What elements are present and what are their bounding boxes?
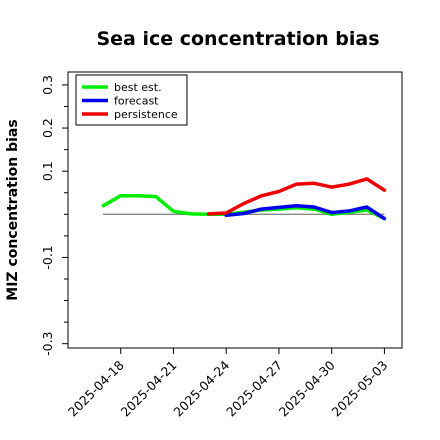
y-tick-label: 0.3	[40, 75, 55, 95]
y-axis: -0.3 -0.1 0.1 0.2 0.3	[40, 75, 68, 356]
series-lines	[101, 177, 387, 221]
y-tick-label: -0.3	[40, 331, 55, 355]
series-line-persistence	[206, 177, 387, 216]
legend-label: best est.	[114, 81, 162, 94]
y-axis-label: MIZ concentration bias	[5, 119, 21, 300]
plot-area-frame	[67, 71, 403, 349]
x-axis: 2025-04-182025-04-212025-04-242025-04-27…	[65, 348, 391, 419]
y-tick-label: -0.1	[40, 245, 55, 269]
chart-title: Sea ice concentration bias	[96, 28, 379, 50]
series-line-forecast	[224, 203, 387, 221]
legend-label: persistence	[114, 108, 178, 121]
y-tick-label: 0.1	[40, 161, 55, 181]
legend-label: forecast	[114, 95, 159, 108]
x-tick-label: 2025-05-03	[329, 358, 391, 420]
y-tick-label: 0.2	[40, 118, 55, 138]
